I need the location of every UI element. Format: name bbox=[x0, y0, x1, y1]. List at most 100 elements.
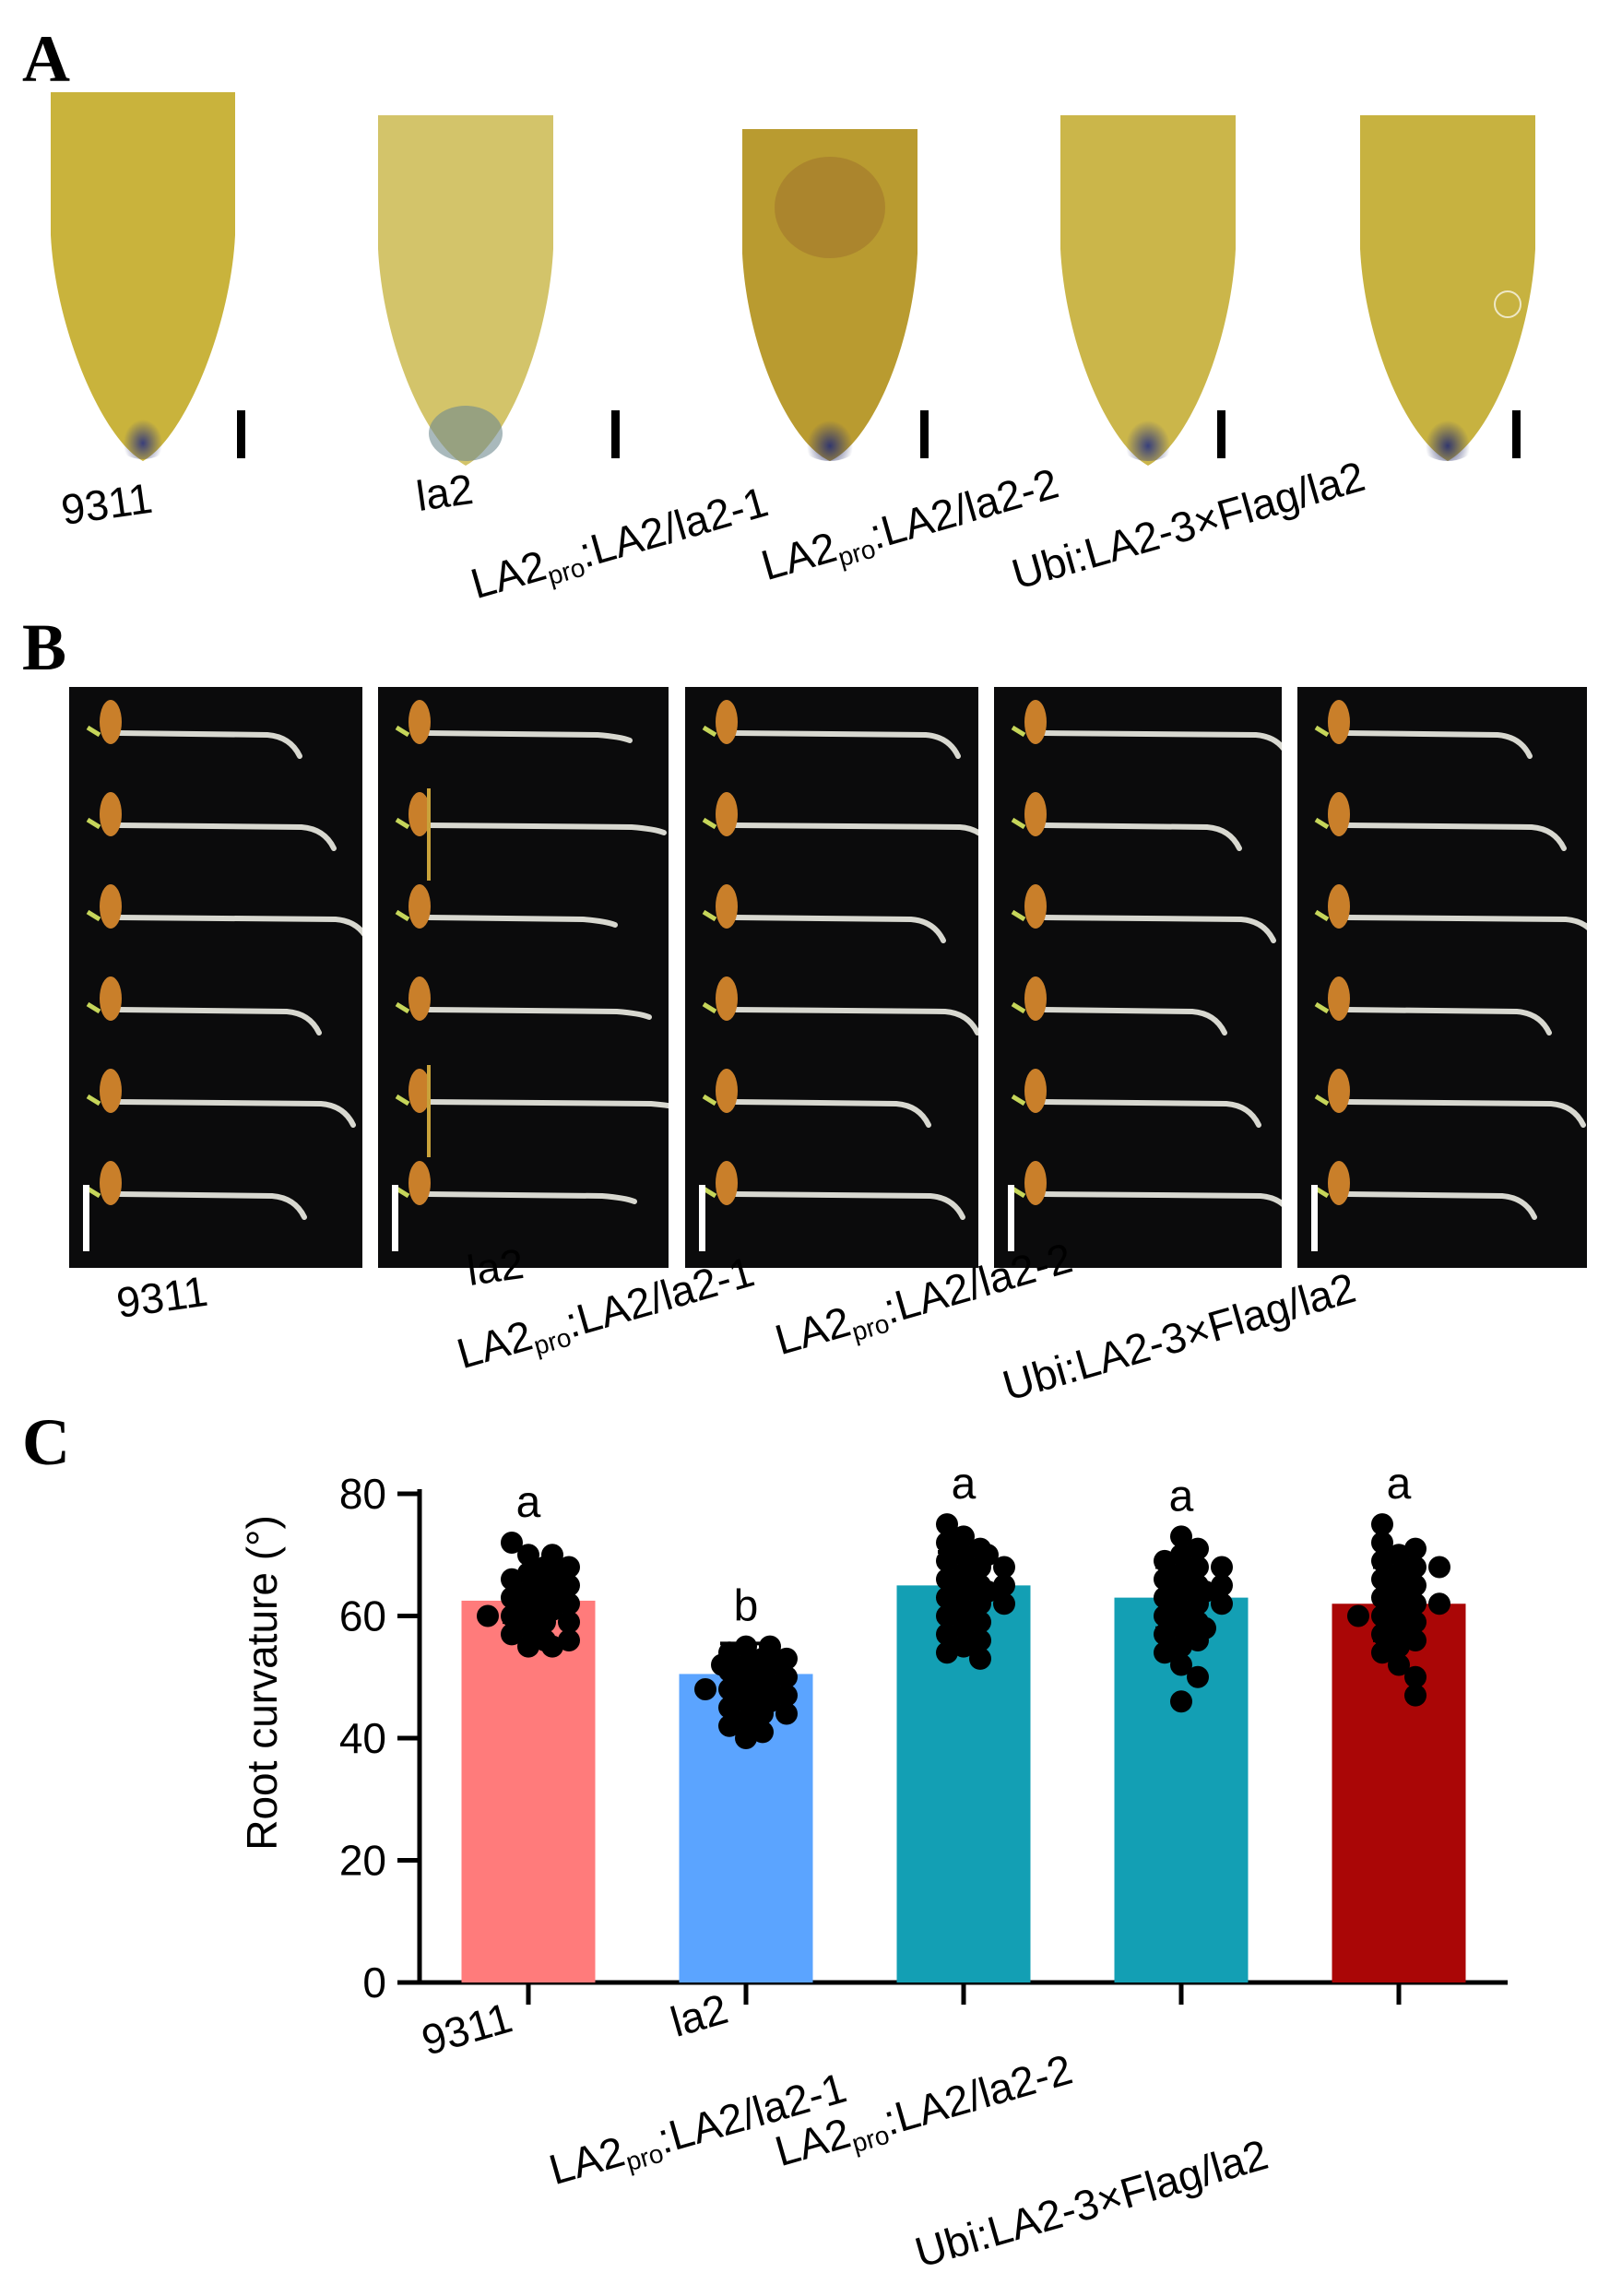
seedling-root bbox=[426, 730, 633, 743]
seedling-root bbox=[117, 823, 337, 851]
seed bbox=[408, 1161, 431, 1205]
seedling-root bbox=[733, 1191, 965, 1220]
data-point bbox=[1404, 1665, 1427, 1688]
shoot bbox=[395, 1094, 410, 1107]
seed bbox=[716, 792, 738, 836]
shoot bbox=[702, 817, 717, 830]
shoot bbox=[1011, 817, 1026, 830]
data-point bbox=[936, 1604, 958, 1627]
data-point bbox=[1404, 1537, 1427, 1560]
seedling-root bbox=[1345, 1191, 1537, 1220]
seed bbox=[1328, 884, 1350, 929]
scale-bar bbox=[920, 410, 929, 458]
data-point bbox=[517, 1635, 539, 1658]
seed bbox=[1024, 700, 1047, 744]
seed bbox=[716, 1069, 738, 1113]
seedling-root bbox=[426, 1191, 637, 1204]
seed bbox=[408, 700, 431, 744]
data-point bbox=[558, 1574, 580, 1597]
seedling-root bbox=[1345, 823, 1567, 851]
data-point bbox=[775, 1684, 798, 1707]
seedling-root bbox=[733, 915, 946, 943]
data-point bbox=[517, 1544, 539, 1567]
scale-bar bbox=[1217, 410, 1225, 458]
shoot bbox=[395, 1186, 410, 1199]
data-point bbox=[1371, 1568, 1393, 1591]
data-point bbox=[558, 1556, 580, 1579]
root-tip-image-la2pro-2 bbox=[1056, 111, 1240, 470]
seed bbox=[1328, 1069, 1350, 1113]
seedling-image bbox=[1297, 687, 1587, 1268]
data-point bbox=[1404, 1684, 1427, 1707]
seed bbox=[1024, 1069, 1047, 1113]
shoot bbox=[702, 1001, 717, 1014]
seedling-root bbox=[426, 823, 667, 835]
data-point bbox=[1371, 1586, 1393, 1609]
significance-letter: a bbox=[952, 1460, 977, 1509]
data-point bbox=[1187, 1629, 1209, 1651]
shoot bbox=[1011, 1094, 1026, 1107]
data-point bbox=[936, 1549, 958, 1572]
shoot bbox=[86, 909, 101, 922]
seedling-root bbox=[117, 730, 302, 759]
significance-letter: a bbox=[516, 1478, 541, 1527]
seed bbox=[100, 884, 122, 929]
data-point bbox=[718, 1678, 740, 1700]
shoot bbox=[395, 817, 410, 830]
root-tip-image-la2 bbox=[373, 111, 558, 470]
y-tick-label: 20 bbox=[339, 1837, 386, 1885]
seedling-root bbox=[733, 823, 978, 836]
data-point bbox=[1388, 1653, 1410, 1676]
genotype-label: LA2pro:LA2/la2-1 bbox=[465, 477, 774, 609]
panel-a-letter: A bbox=[22, 22, 70, 96]
root-tip-image-9311 bbox=[46, 88, 240, 466]
genotype-label: 9311 bbox=[58, 473, 156, 534]
shoot bbox=[1314, 725, 1330, 738]
seed bbox=[100, 1161, 122, 1205]
data-point bbox=[1170, 1525, 1192, 1548]
y-axis-label: Root curvature (°) bbox=[238, 1515, 286, 1851]
data-point bbox=[501, 1586, 523, 1609]
shoot bbox=[1314, 1094, 1330, 1107]
data-point bbox=[953, 1525, 975, 1548]
data-point bbox=[735, 1727, 757, 1749]
seedling-image bbox=[378, 687, 669, 1268]
data-point bbox=[993, 1556, 1015, 1579]
data-point bbox=[1428, 1592, 1450, 1615]
shoot bbox=[395, 1001, 410, 1014]
genotype-label: la2 bbox=[413, 464, 477, 520]
data-point bbox=[936, 1623, 958, 1646]
data-point bbox=[953, 1616, 975, 1639]
seed bbox=[716, 976, 738, 1021]
seedling-image bbox=[685, 687, 978, 1268]
data-point bbox=[694, 1678, 716, 1700]
seed bbox=[1328, 700, 1350, 744]
seedling-root bbox=[426, 1099, 669, 1109]
scale-bar bbox=[1311, 1185, 1318, 1251]
bar bbox=[461, 1600, 596, 1982]
data-point bbox=[936, 1513, 958, 1536]
genotype-label: la2 bbox=[464, 1238, 527, 1295]
root-tip-image-ubi bbox=[1355, 111, 1540, 466]
genotype-label: Ubi:LA2-3×Flag/la2 bbox=[1006, 451, 1370, 598]
seedling-root bbox=[1042, 730, 1282, 752]
shoot bbox=[702, 1094, 717, 1107]
shoot bbox=[1314, 909, 1330, 922]
seedling-root bbox=[733, 1007, 978, 1036]
shoot bbox=[702, 1186, 717, 1199]
data-point bbox=[1211, 1592, 1233, 1615]
shoot bbox=[86, 817, 101, 830]
data-point bbox=[558, 1611, 580, 1634]
data-point bbox=[969, 1629, 991, 1651]
data-point bbox=[752, 1721, 774, 1744]
seedling-root bbox=[1042, 823, 1242, 851]
scale-bar bbox=[611, 410, 620, 458]
shoot bbox=[395, 909, 410, 922]
seed bbox=[100, 1069, 122, 1113]
data-point bbox=[1371, 1532, 1393, 1554]
significance-letter: a bbox=[1169, 1472, 1194, 1521]
y-tick-label: 80 bbox=[339, 1470, 386, 1518]
data-point bbox=[1170, 1653, 1192, 1676]
data-point bbox=[1211, 1556, 1233, 1579]
data-point bbox=[735, 1709, 757, 1732]
